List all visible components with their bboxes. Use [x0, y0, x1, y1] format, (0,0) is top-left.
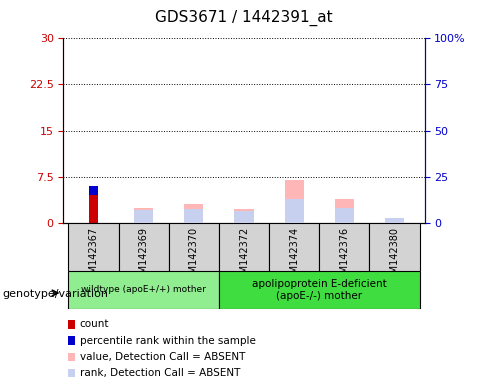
Bar	[219, 271, 420, 309]
Bar	[319, 223, 369, 271]
Text: GSM142374: GSM142374	[289, 227, 299, 286]
Bar	[385, 218, 404, 223]
Text: genotype/variation: genotype/variation	[2, 289, 108, 299]
Text: rank, Detection Call = ABSENT: rank, Detection Call = ABSENT	[80, 368, 240, 378]
Bar	[184, 209, 203, 223]
Text: GDS3671 / 1442391_at: GDS3671 / 1442391_at	[155, 10, 333, 26]
Bar	[68, 223, 119, 271]
Bar	[134, 209, 153, 223]
Bar	[119, 223, 169, 271]
Bar	[335, 199, 354, 223]
Bar	[269, 223, 319, 271]
Bar	[234, 210, 254, 223]
Text: value, Detection Call = ABSENT: value, Detection Call = ABSENT	[80, 352, 245, 362]
Text: wildtype (apoE+/+) mother: wildtype (apoE+/+) mother	[81, 285, 206, 295]
Text: GSM142370: GSM142370	[189, 227, 199, 286]
Text: percentile rank within the sample: percentile rank within the sample	[80, 336, 256, 346]
Bar	[219, 223, 269, 271]
Bar	[285, 199, 304, 223]
Text: apolipoprotein E-deficient
(apoE-/-) mother: apolipoprotein E-deficient (apoE-/-) mot…	[252, 279, 386, 301]
Text: GSM142380: GSM142380	[389, 227, 400, 286]
Bar	[385, 221, 404, 223]
Text: GSM142372: GSM142372	[239, 227, 249, 286]
Bar	[369, 223, 420, 271]
Bar	[169, 223, 219, 271]
Bar	[234, 209, 254, 223]
Text: GSM142376: GSM142376	[339, 227, 349, 286]
Bar	[134, 210, 153, 223]
Bar	[335, 209, 354, 223]
Text: count: count	[80, 319, 109, 329]
Bar	[89, 186, 98, 195]
Bar	[89, 195, 98, 223]
Text: GSM142367: GSM142367	[88, 227, 99, 286]
Bar	[68, 271, 219, 309]
Text: GSM142369: GSM142369	[139, 227, 149, 286]
Bar	[285, 180, 304, 223]
Bar	[184, 204, 203, 223]
